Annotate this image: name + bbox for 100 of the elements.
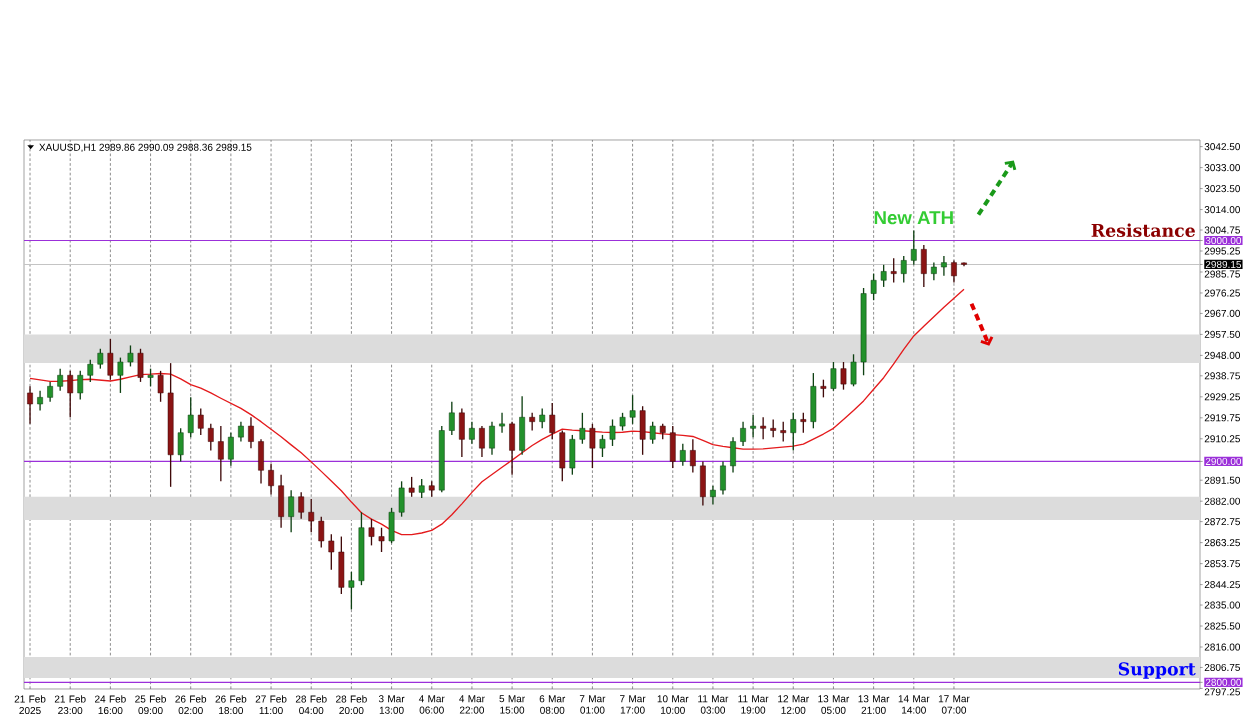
candlestick xyxy=(318,515,325,549)
y-tick-label: 2957.50 xyxy=(1204,330,1241,338)
candlestick xyxy=(800,412,807,434)
candlestick xyxy=(900,255,907,284)
x-tick-label: 11 Mar 03:00 xyxy=(698,695,729,714)
y-tick-label: 3042.50 xyxy=(1204,143,1241,151)
x-tick-label: 5 Mar 15:00 xyxy=(499,695,525,714)
x-tick-label: 13 Mar 05:00 xyxy=(818,695,850,714)
candlestick xyxy=(368,518,375,547)
y-tick-label: 3033.00 xyxy=(1204,164,1241,172)
y-tick-label: 2910.25 xyxy=(1204,435,1240,443)
candlestick xyxy=(941,255,947,277)
candlestick xyxy=(710,485,716,506)
candlestick xyxy=(418,478,425,499)
candlestick xyxy=(288,489,295,533)
x-tick-label: 14 Mar 14:00 xyxy=(898,695,930,714)
candlestick xyxy=(750,414,756,438)
candlestick xyxy=(308,498,315,533)
x-tick-label: 12 Mar 12:00 xyxy=(778,695,809,714)
candlestick xyxy=(378,527,385,553)
candlestick xyxy=(489,421,495,456)
x-tick-label: 6 Mar 08:00 xyxy=(539,695,566,714)
candlestick xyxy=(57,367,64,392)
candlestick xyxy=(97,348,104,370)
candlestick xyxy=(890,257,897,284)
y-tick-label: 3023.50 xyxy=(1204,185,1241,193)
chart-title: XAUUSD,H1 2989.86 2990.09 2988.36 2989.15 xyxy=(39,143,252,152)
candlestick xyxy=(217,425,224,482)
candlestick xyxy=(197,407,204,436)
x-tick-label: 10 Mar 10:00 xyxy=(657,695,689,714)
y-tick-label: 2806.75 xyxy=(1204,663,1240,671)
candlestick xyxy=(248,416,254,449)
candlestick xyxy=(187,396,194,438)
candlestick xyxy=(228,432,234,467)
x-tick-label: 25 Feb 09:00 xyxy=(135,695,166,715)
candlestick xyxy=(328,533,335,571)
candlestick xyxy=(479,425,485,458)
candlestick xyxy=(609,418,616,447)
y-tick-label: 2929.25 xyxy=(1204,393,1240,401)
y-tick-label: 2989.15 xyxy=(1205,260,1242,269)
candlestick xyxy=(37,390,43,412)
candlestick xyxy=(629,394,636,425)
x-tick-label: 26 Feb 02:00 xyxy=(175,695,207,715)
candlestick xyxy=(539,407,546,429)
candlestick xyxy=(529,412,536,432)
x-tick-label: 24 Feb 16:00 xyxy=(95,695,126,715)
x-tick-label: 11 Mar 19:00 xyxy=(738,695,769,714)
candlestick xyxy=(649,421,656,445)
y-tick-label: 2900.00 xyxy=(1205,457,1242,465)
y-tick-label: 2882.00 xyxy=(1204,497,1241,505)
x-tick-label: 28 Feb 20:00 xyxy=(336,695,367,715)
candlestick xyxy=(951,259,957,284)
candlestick xyxy=(127,344,134,368)
candlestick xyxy=(27,385,33,425)
candlestick xyxy=(679,443,686,467)
candlestick xyxy=(408,476,415,498)
y-tick-label: 2800.00 xyxy=(1205,678,1242,686)
y-tick-label: 2995.25 xyxy=(1204,247,1240,255)
x-tick-label: 21 Feb 23:00 xyxy=(54,695,86,715)
candlestick xyxy=(830,361,837,392)
candlestick xyxy=(589,423,596,469)
y-tick-label: 2844.25 xyxy=(1204,581,1240,589)
candlestick xyxy=(268,462,274,496)
candlestick xyxy=(298,491,305,520)
candlestick xyxy=(840,361,847,391)
x-tick-label: 26 Feb 18:00 xyxy=(215,695,247,715)
candlestick xyxy=(77,370,84,401)
candlestick xyxy=(579,412,586,445)
x-tick-label: 28 Feb 04:00 xyxy=(295,695,327,715)
x-tick-label: 7 Mar 17:00 xyxy=(620,695,646,714)
y-tick-label: 2872.75 xyxy=(1204,518,1240,526)
y-tick-label: 2938.75 xyxy=(1204,372,1240,380)
x-tick-label: 17 Mar 07:00 xyxy=(938,695,970,714)
y-tick-label: 2967.00 xyxy=(1204,309,1241,317)
y-tick-label: 2825.50 xyxy=(1204,622,1241,630)
candlestick xyxy=(448,401,455,436)
x-tick-label: 27 Feb 11:00 xyxy=(255,695,287,715)
candlestick xyxy=(117,356,124,394)
ref-line-label: Support xyxy=(1118,662,1196,679)
x-tick-label: 4 Mar 06:00 xyxy=(418,695,445,714)
candlestick xyxy=(599,434,606,458)
candlestick xyxy=(107,338,114,381)
candlestick xyxy=(87,359,94,383)
candlestick xyxy=(207,423,214,452)
x-tick-label: 7 Mar 01:00 xyxy=(579,695,606,714)
annotation: New ATH xyxy=(874,211,953,225)
x-tick-label: 4 Mar 22:00 xyxy=(459,695,485,714)
y-tick-label: 2853.75 xyxy=(1204,560,1240,568)
candlestick xyxy=(760,416,767,441)
candlestick xyxy=(910,229,917,266)
candlestick xyxy=(689,438,696,474)
y-tick-label: 3000.00 xyxy=(1205,236,1242,245)
x-tick-label: 13 Mar 21:00 xyxy=(858,695,890,714)
candlestick xyxy=(780,421,787,443)
y-tick-label: 2816.00 xyxy=(1204,643,1241,651)
candlestick xyxy=(238,421,244,443)
candlestick xyxy=(850,353,857,387)
y-tick-label: 2835.00 xyxy=(1204,601,1241,609)
y-tick-label: 2919.75 xyxy=(1204,414,1240,422)
y-tick-label: 2891.50 xyxy=(1204,476,1241,484)
